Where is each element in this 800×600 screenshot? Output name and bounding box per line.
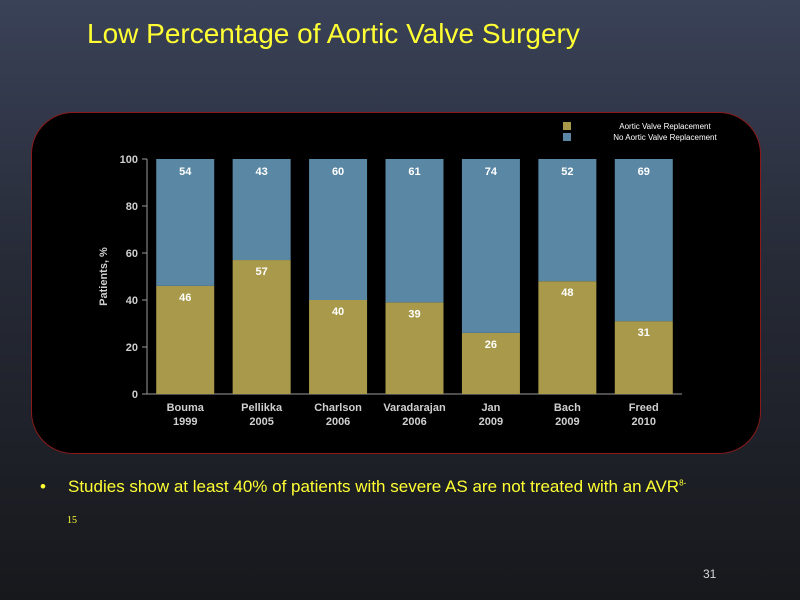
data-label-no-avr: 52 [561, 166, 573, 178]
y-tick-label: 60 [126, 248, 138, 260]
bar-avr [461, 332, 520, 394]
bar-no-avr [156, 159, 215, 286]
x-tick-label-year: 2009 [479, 416, 503, 428]
legend-swatch [563, 133, 571, 141]
bullet-reference-continued: 15 [67, 515, 77, 526]
y-tick-label: 40 [126, 295, 138, 307]
x-tick-label-year: 2005 [249, 416, 273, 428]
data-label-avr: 48 [561, 287, 573, 299]
bar-avr [538, 281, 597, 394]
bullet-text: Studies show at least 40% of patients wi… [68, 477, 686, 497]
y-tick-label: 0 [132, 389, 138, 401]
bar-no-avr [461, 159, 520, 333]
slide-title: Low Percentage of Aortic Valve Surgery [87, 18, 580, 49]
data-label-avr: 39 [408, 308, 420, 320]
data-label-no-avr: 61 [408, 166, 420, 178]
chart-panel: 0 20 40 60 80 100 Patients, % 54 46 Bouma 1999 43 57… [31, 112, 761, 454]
legend-swatch [563, 122, 571, 130]
data-label-avr: 57 [256, 266, 268, 278]
bar-avr [156, 285, 215, 394]
data-label-avr: 46 [179, 292, 191, 304]
data-label-avr: 31 [638, 327, 650, 339]
bar-no-avr [538, 159, 597, 282]
bar-avr [385, 302, 444, 394]
x-tick-label-year: 2006 [326, 416, 350, 428]
bar-no-avr [385, 159, 444, 303]
legend-label: Aortic Valve Replacement [619, 122, 711, 131]
bar-avr [309, 300, 368, 394]
data-label-no-avr: 74 [485, 166, 498, 178]
bullet-marker: • [40, 477, 46, 496]
bar-avr [232, 260, 291, 394]
data-label-no-avr: 43 [256, 166, 268, 178]
data-label-no-avr: 69 [638, 166, 650, 178]
x-tick-label-year: 2010 [632, 416, 656, 428]
x-tick-label: Bouma [167, 402, 205, 414]
y-tick-label: 20 [126, 342, 138, 354]
x-tick-label-year: 1999 [173, 416, 197, 428]
data-label-no-avr: 54 [179, 166, 192, 178]
data-label-no-avr: 60 [332, 166, 344, 178]
x-tick-label-year: 2009 [555, 416, 579, 428]
x-tick-label: Freed [629, 402, 659, 414]
stacked-bar-chart: 0 20 40 60 80 100 Patients, % 54 46 Bouma 1999 43 57… [98, 122, 718, 428]
legend-label: No Aortic Valve Replacement [613, 133, 717, 142]
y-axis-label: Patients, % [98, 247, 110, 306]
x-tick-label: Bach [554, 402, 581, 414]
x-tick-label: Jan [481, 402, 500, 414]
bullet-text-body: Studies show at least 40% of patients wi… [68, 477, 680, 496]
data-label-avr: 26 [485, 339, 497, 351]
y-tick-label: 100 [120, 154, 138, 166]
bullet-reference: 8- [679, 478, 687, 488]
x-tick-label: Charlson [314, 402, 362, 414]
bar-no-avr [309, 159, 368, 300]
bar-avr [614, 321, 673, 394]
x-tick-label-year: 2006 [402, 416, 426, 428]
y-tick-label: 80 [126, 201, 138, 213]
slide-number: 31 [703, 567, 717, 581]
bar-no-avr [232, 159, 291, 261]
x-tick-label: Varadarajan [383, 402, 446, 414]
bar-no-avr [614, 159, 673, 322]
x-tick-label: Pellikka [241, 402, 283, 414]
data-label-avr: 40 [332, 306, 344, 318]
